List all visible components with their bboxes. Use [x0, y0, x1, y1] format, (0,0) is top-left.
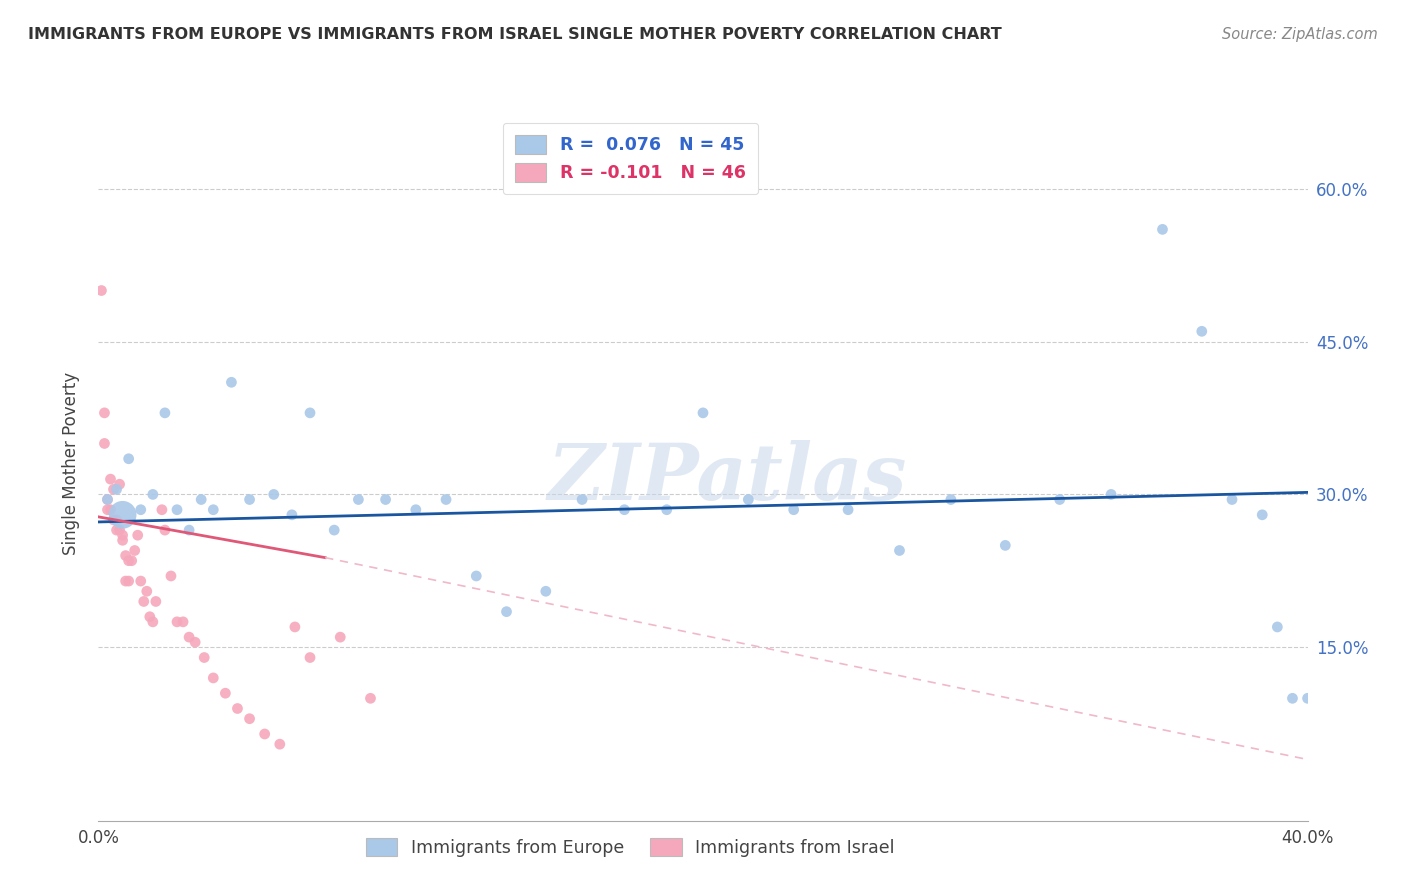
Point [145, 594, 167, 608]
Point [1327, 324, 1350, 338]
Point [139, 609, 162, 624]
Point [142, 615, 165, 629]
Point [193, 650, 215, 665]
Point [655, 502, 678, 516]
Point [284, 620, 307, 634]
Point [571, 492, 593, 507]
Point [1049, 492, 1071, 507]
Point [103, 483, 125, 497]
Point [96, 492, 118, 507]
Text: IMMIGRANTS FROM EUROPE VS IMMIGRANTS FROM ISRAEL SINGLE MOTHER POVERTY CORRELATI: IMMIGRANTS FROM EUROPE VS IMMIGRANTS FRO… [28, 27, 1002, 42]
Point [100, 502, 122, 516]
Point [299, 406, 322, 420]
Point [783, 502, 806, 516]
Point [737, 492, 759, 507]
Point [121, 554, 143, 568]
Point [281, 508, 304, 522]
Y-axis label: Single Mother Poverty: Single Mother Poverty [62, 372, 80, 556]
Point [226, 701, 249, 715]
Point [939, 492, 962, 507]
Point [111, 528, 134, 542]
Point [118, 574, 141, 588]
Point [994, 538, 1017, 552]
Point [105, 483, 128, 497]
Point [1296, 691, 1319, 706]
Point [1152, 222, 1174, 236]
Point [127, 528, 149, 542]
Point [692, 406, 714, 420]
Point [111, 533, 134, 548]
Point [103, 513, 125, 527]
Point [534, 584, 557, 599]
Point [1251, 508, 1274, 522]
Point [184, 635, 207, 649]
Point [613, 502, 636, 516]
Point [374, 492, 396, 507]
Point [100, 472, 122, 486]
Point [239, 492, 262, 507]
Point [1281, 691, 1303, 706]
Point [1267, 620, 1289, 634]
Point [179, 630, 201, 644]
Point [111, 508, 134, 522]
Text: ZIPatlas: ZIPatlas [547, 440, 907, 516]
Point [179, 523, 201, 537]
Point [323, 523, 346, 537]
Point [90, 284, 112, 298]
Point [202, 671, 225, 685]
Point [105, 523, 128, 537]
Point [190, 492, 212, 507]
Point [837, 502, 859, 516]
Point [142, 487, 165, 501]
Point [129, 502, 152, 516]
Point [239, 712, 262, 726]
Point [221, 376, 243, 390]
Point [329, 630, 352, 644]
Point [150, 502, 173, 516]
Point [118, 554, 141, 568]
Point [105, 513, 128, 527]
Point [132, 594, 155, 608]
Text: Source: ZipAtlas.com: Source: ZipAtlas.com [1222, 27, 1378, 42]
Point [96, 502, 118, 516]
Legend: Immigrants from Europe, Immigrants from Israel: Immigrants from Europe, Immigrants from … [357, 829, 904, 865]
Point [153, 523, 176, 537]
Point [495, 605, 517, 619]
Point [172, 615, 194, 629]
Point [434, 492, 457, 507]
Point [214, 686, 236, 700]
Point [166, 502, 188, 516]
Point [108, 477, 131, 491]
Point [1220, 492, 1243, 507]
Point [405, 502, 427, 516]
Point [299, 650, 322, 665]
Point [166, 615, 188, 629]
Point [118, 451, 141, 466]
Point [108, 523, 131, 537]
Point [124, 543, 146, 558]
Point [263, 487, 285, 501]
Point [114, 574, 136, 588]
Point [465, 569, 488, 583]
Point [93, 436, 115, 450]
Point [135, 584, 157, 599]
Point [889, 543, 911, 558]
Point [1099, 487, 1122, 501]
Point [96, 492, 118, 507]
Point [1191, 324, 1213, 338]
Point [269, 737, 291, 751]
Point [114, 549, 136, 563]
Point [347, 492, 370, 507]
Point [1312, 590, 1334, 604]
Point [153, 406, 176, 420]
Point [160, 569, 183, 583]
Point [253, 727, 276, 741]
Point [129, 574, 152, 588]
Point [202, 502, 225, 516]
Point [360, 691, 382, 706]
Point [93, 406, 115, 420]
